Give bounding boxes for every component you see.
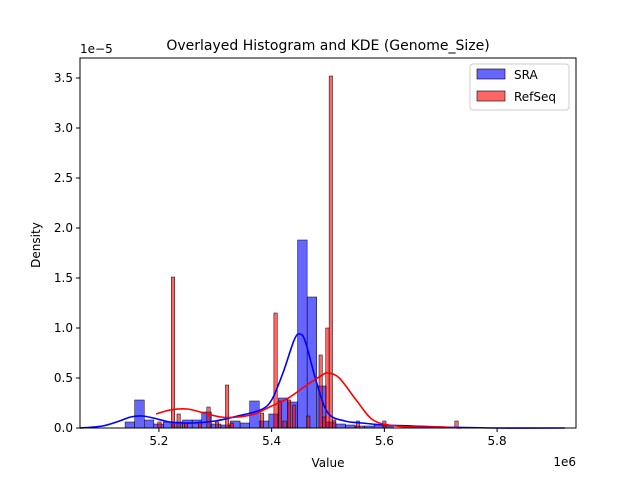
bar-refseq-1	[171, 276, 175, 429]
bar-refseq-10	[273, 312, 278, 429]
bar-refseq-8	[229, 422, 234, 429]
x-axis-label: Value	[312, 456, 345, 470]
legend-label-sra: SRA	[514, 68, 538, 82]
bar-refseq-5	[206, 406, 211, 429]
legend: SRA RefSeq	[469, 63, 570, 111]
y-scale-label: 1e−5	[80, 42, 113, 56]
bar-refseq-20	[332, 419, 337, 429]
bar-refseq-14	[292, 404, 297, 429]
x-tick-label: 5.4	[262, 434, 281, 448]
bar-sra-0	[124, 421, 135, 429]
bar-refseq-6	[215, 421, 219, 429]
bar-sra-2	[144, 419, 155, 429]
chart-title: Overlayed Histogram and KDE (Genome_Size…	[166, 38, 489, 54]
bar-refseq-12	[282, 420, 287, 429]
y-axis-label: Density	[29, 222, 43, 268]
bar-refseq-9	[260, 412, 264, 429]
axes-frame	[79, 57, 577, 429]
y-tick-label: 3.5	[54, 71, 73, 85]
legend-swatch-refseq	[476, 90, 506, 102]
bar-refseq-15	[306, 415, 311, 429]
bar-refseq-19	[328, 75, 333, 429]
x-tick-label: 5.8	[488, 434, 507, 448]
y-tick-label: 2.0	[54, 221, 73, 235]
x-tick-label: 5.2	[149, 434, 168, 448]
y-tick-label: 0.0	[54, 421, 73, 435]
bar-refseq-17	[322, 416, 326, 429]
bar-refseq-2	[176, 413, 181, 429]
y-tick-label: 2.5	[54, 171, 73, 185]
bar-refseq-0	[157, 421, 162, 429]
x-axis: 5.2 5.4 5.6 5.8	[149, 428, 507, 448]
bar-refseq-7	[225, 384, 230, 429]
legend-swatch-sra	[476, 68, 506, 80]
bar-refseq-13	[287, 399, 292, 429]
kde-line-refseq	[155, 371, 461, 429]
bar-refseq-11	[278, 400, 283, 429]
y-axis: 0.0 0.5 1.0 1.5 2.0 2.5 3.0 3.5	[54, 71, 80, 435]
bar-sra-12	[239, 422, 250, 429]
plot-area	[79, 75, 565, 429]
bar-sra-22	[335, 423, 346, 429]
y-tick-label: 3.0	[54, 121, 73, 135]
kde-line-sra	[79, 333, 565, 429]
legend-label-refseq: RefSeq	[514, 90, 556, 104]
y-tick-label: 0.5	[54, 371, 73, 385]
x-scale-label: 1e6	[553, 455, 576, 469]
bar-sra-1	[134, 399, 145, 429]
x-tick-label: 5.6	[375, 434, 394, 448]
y-tick-label: 1.0	[54, 321, 73, 335]
bar-sra-19	[306, 296, 317, 429]
y-tick-label: 1.5	[54, 271, 73, 285]
